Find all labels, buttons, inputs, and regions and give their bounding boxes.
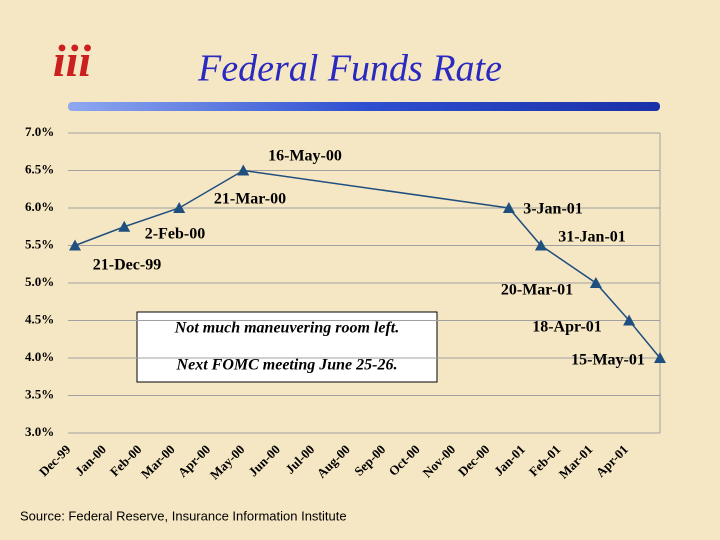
marker — [118, 220, 131, 232]
marker — [502, 202, 515, 213]
point-label: 2-Feb-00 — [145, 226, 205, 243]
point-label: 18-Apr-01 — [532, 319, 602, 336]
source: Source: Federal Reserve, Insurance Infor… — [20, 508, 347, 523]
title-bar — [68, 102, 660, 111]
annotation: Not much maneuvering room left. — [174, 320, 399, 337]
point-label: 21-Mar-00 — [214, 191, 286, 208]
y-tick-label: 3.0% — [25, 424, 54, 439]
y-tick-label: 4.0% — [25, 349, 54, 364]
marker — [237, 164, 250, 176]
chart-title: Federal Funds Rate — [197, 48, 502, 90]
marker — [623, 314, 636, 326]
marker — [69, 239, 81, 251]
point-label: 20-Mar-01 — [501, 282, 573, 299]
marker — [534, 239, 547, 251]
point-label: 15-May-01 — [571, 352, 645, 369]
point-label: 21-Dec-99 — [93, 257, 161, 274]
y-tick-label: 3.5% — [25, 386, 54, 401]
marker — [654, 352, 666, 363]
y-tick-label: 4.5% — [25, 311, 54, 326]
y-tick-label: 5.5% — [25, 236, 54, 251]
marker — [173, 202, 186, 213]
y-tick-label: 5.0% — [25, 274, 54, 289]
y-tick-label: 6.5% — [25, 161, 54, 176]
point-label: 3-Jan-01 — [523, 201, 583, 218]
point-label: 16-May-00 — [268, 148, 342, 165]
annotation-box — [136, 311, 438, 383]
point-label: 31-Jan-01 — [558, 229, 626, 246]
marker — [589, 277, 602, 288]
annotation: Next FOMC meeting June 25-26. — [176, 357, 398, 374]
y-tick-label: 7.0% — [25, 124, 54, 139]
logo: iii — [53, 35, 92, 86]
y-tick-label: 6.0% — [25, 199, 54, 214]
